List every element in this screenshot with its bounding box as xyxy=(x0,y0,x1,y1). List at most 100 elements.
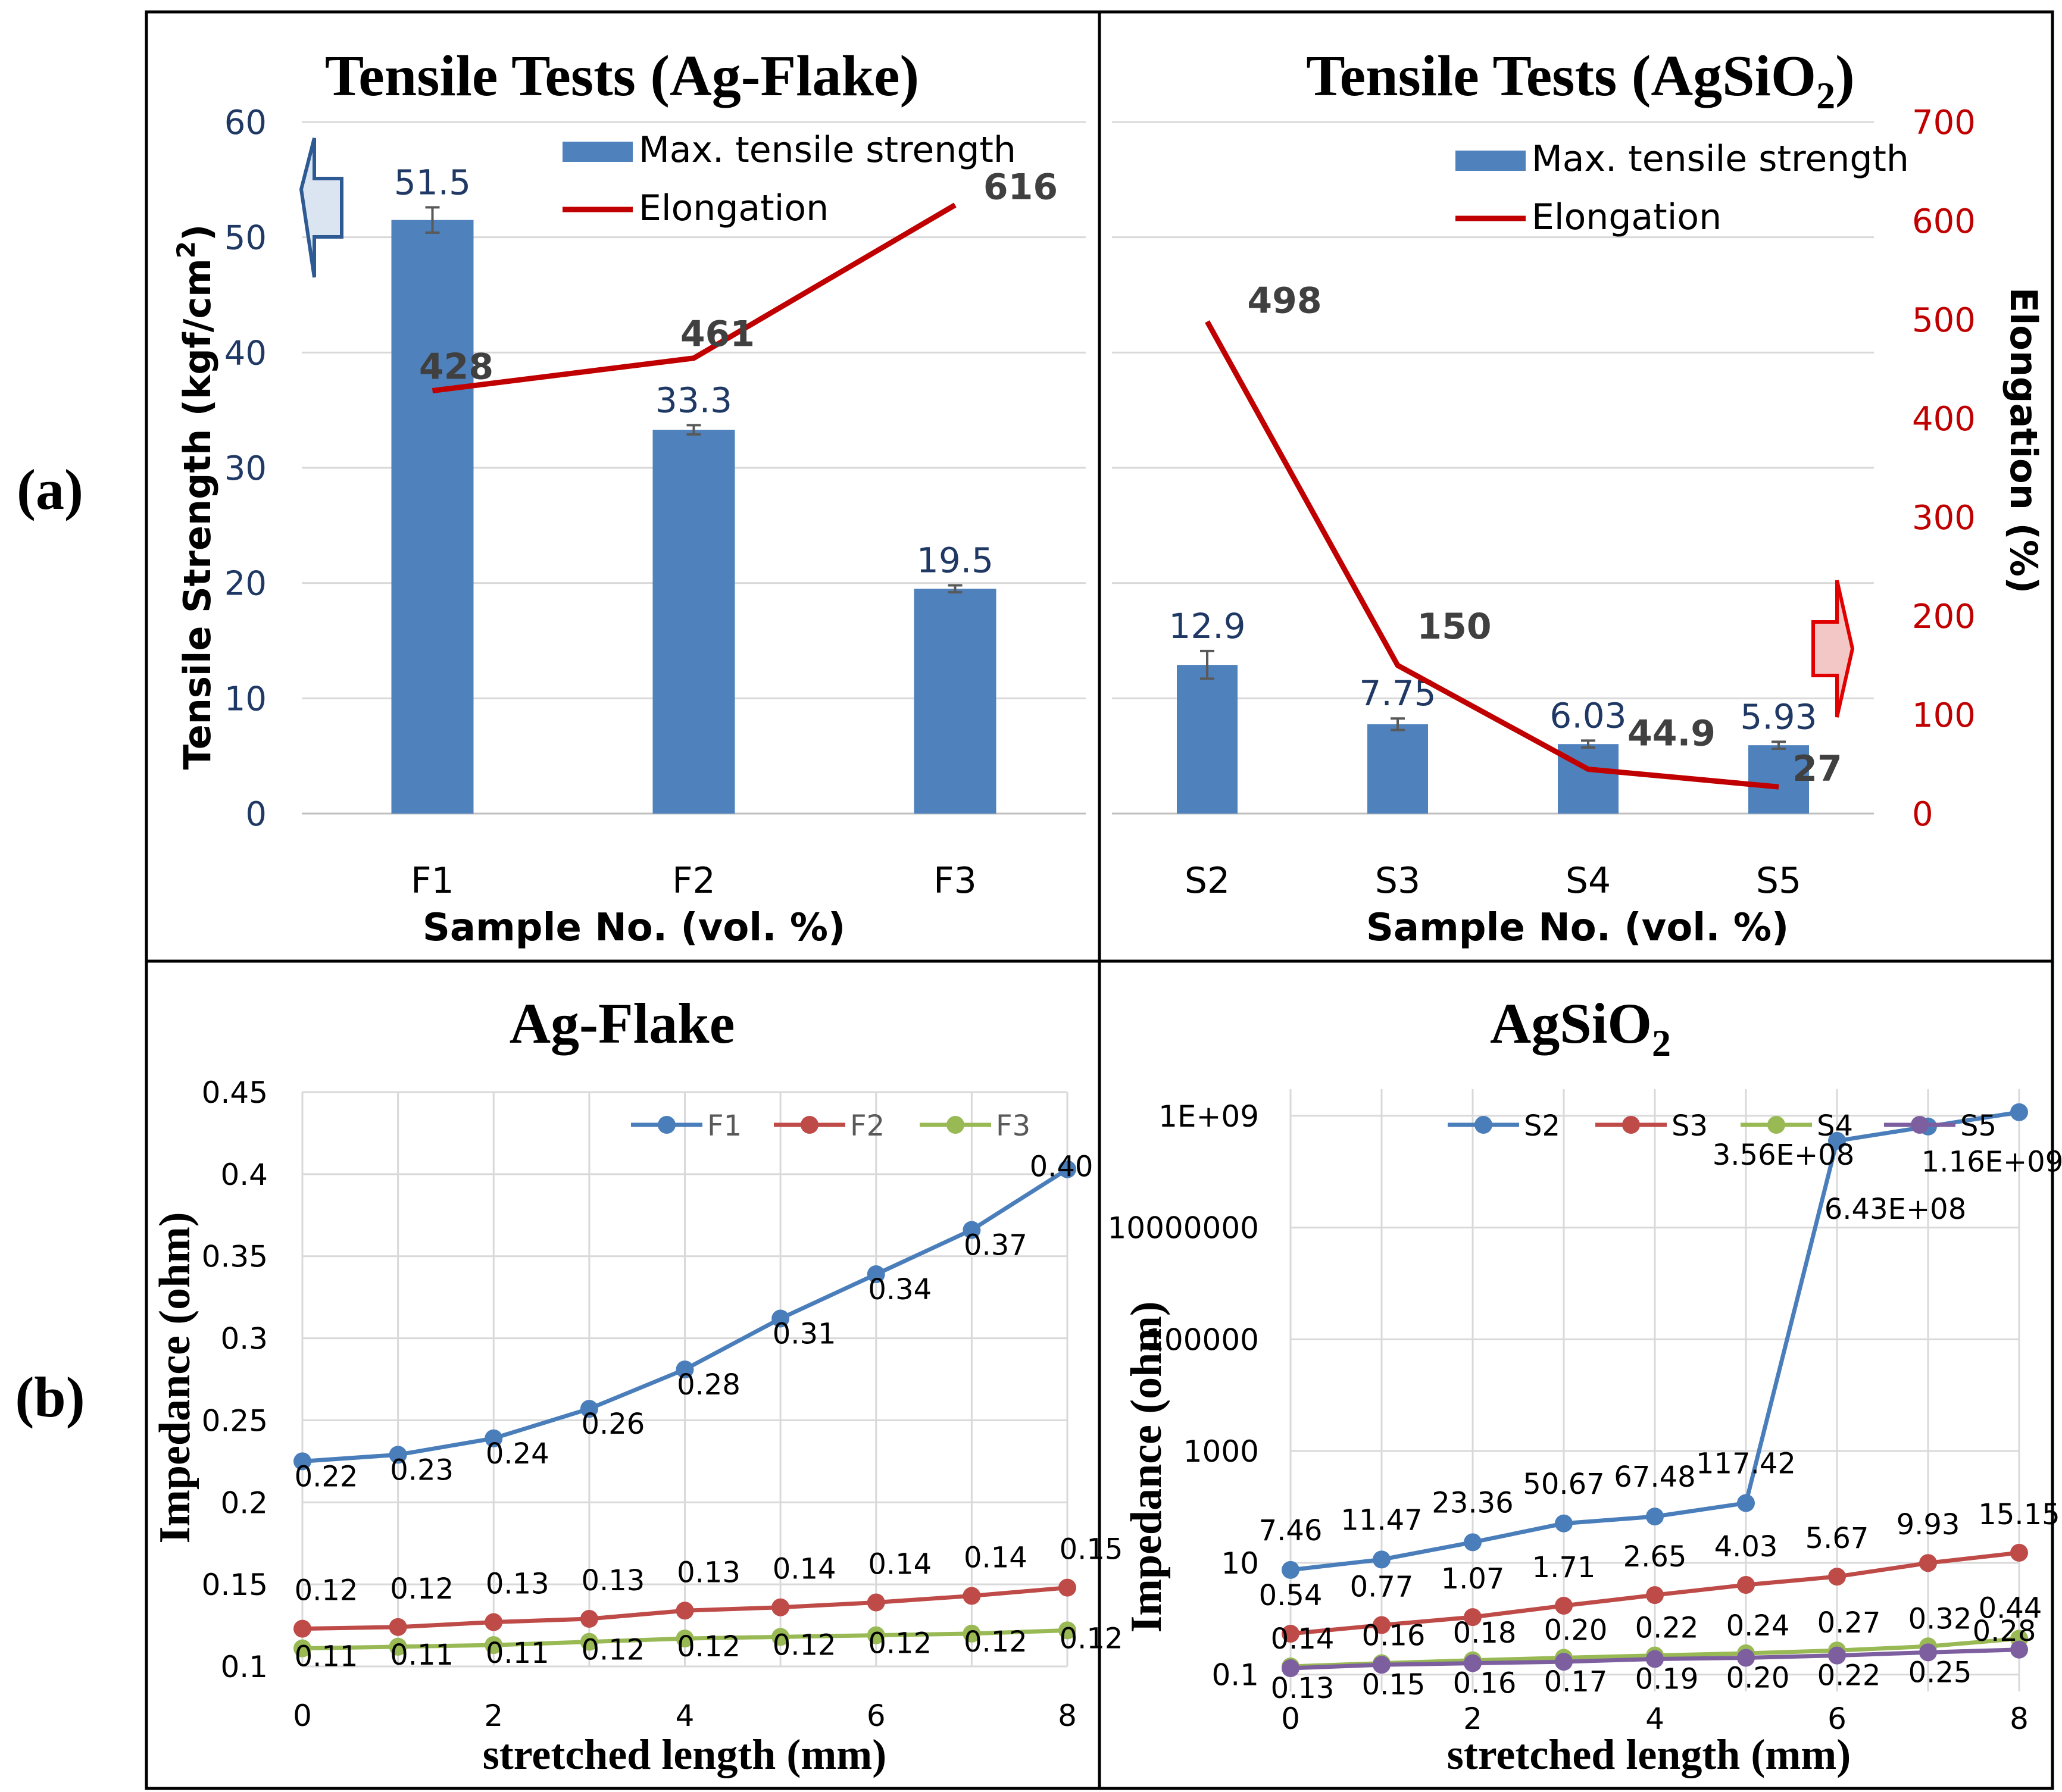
bars: 12.97.756.03 5.93 xyxy=(1169,606,1817,814)
y-tick-label: 200 xyxy=(1912,598,1976,636)
data-label: 0.13 xyxy=(486,1568,549,1601)
data-label: 0.20 xyxy=(1544,1613,1608,1647)
legend-label: S4 xyxy=(1817,1109,1853,1143)
y-tick-label: 0.1 xyxy=(220,1650,268,1684)
data-label: 7.46 xyxy=(1259,1514,1323,1547)
error-bar-F1 xyxy=(425,206,440,234)
series-F3: 0.11 0.11 0.11 0.12 0.12 0.12 0.12 0.12 0.12 xyxy=(293,1621,1123,1674)
series-F1: 0.22 0.23 0.24 0.26 0.28 0.31 0.34 0.37 0.40 xyxy=(293,1150,1094,1493)
y-tick-label: 60 xyxy=(224,104,267,142)
x-axis-title: stretched length (mm) xyxy=(483,1731,887,1778)
elongation-value-label: 461 xyxy=(680,314,755,355)
elongation-value-label: 428 xyxy=(419,346,493,388)
series-S3: 0.54 0.77 1.07 1.71 2.65 4.03 5.67 9.93 15.15 xyxy=(1259,1498,2060,1643)
data-point xyxy=(580,1400,598,1418)
data-point xyxy=(2010,1640,2028,1659)
legend-swatch-bar xyxy=(1455,151,1526,171)
y-tick-label: 0.3 xyxy=(220,1322,268,1356)
legend-swatch-bar xyxy=(563,142,633,162)
data-point xyxy=(1464,1608,1482,1627)
data-label: 0.17 xyxy=(1544,1665,1608,1699)
left-axis-arrow-icon xyxy=(299,137,343,278)
y-tick-label: 300 xyxy=(1912,499,1976,537)
x-tick-label: 0 xyxy=(1281,1702,1300,1736)
data-label: 0.37 xyxy=(964,1229,1027,1262)
data-label: 0.40 xyxy=(1030,1150,1094,1184)
data-label: 0.27 xyxy=(1817,1606,1881,1640)
bar-S4 xyxy=(1558,744,1619,814)
data-label: 0.12 xyxy=(677,1630,741,1663)
x-axis-title: Sample No. (vol. %) xyxy=(1366,906,1789,950)
data-label: 50.67 xyxy=(1523,1468,1604,1501)
data-point xyxy=(580,1632,598,1651)
data-label: 0.22 xyxy=(1635,1612,1699,1645)
data-point xyxy=(867,1626,885,1644)
data-point xyxy=(1828,1568,1846,1586)
data-point xyxy=(1737,1649,1755,1667)
data-point xyxy=(676,1630,694,1648)
data-label: 0.11 xyxy=(390,1638,454,1672)
elongation-value-label: 27 xyxy=(1792,748,1842,790)
legend-label: F2 xyxy=(850,1109,885,1143)
legend-swatch-marker xyxy=(946,1116,964,1134)
data-point xyxy=(1737,1494,1755,1512)
data-point xyxy=(2010,1103,2028,1121)
y-tick-label: 100000 xyxy=(1145,1322,1259,1357)
y-tick-label: 0.15 xyxy=(202,1568,268,1602)
data-label: 0.14 xyxy=(1271,1622,1335,1656)
y-tick-labels: 0.1 0.15 0.2 0.25 0.3 0.35 0.4 0.45 xyxy=(202,1075,268,1684)
bar-value-label: 6.03 xyxy=(1549,695,1626,736)
data-point xyxy=(1919,1554,1937,1572)
elongation-series-line xyxy=(432,202,957,393)
legend-label: F3 xyxy=(996,1109,1030,1143)
data-label: 0.22 xyxy=(1817,1659,1881,1693)
bar-F1 xyxy=(391,220,474,814)
x-tick-label: 2 xyxy=(1463,1702,1482,1736)
data-point xyxy=(485,1636,503,1655)
y-tick-label: 0.25 xyxy=(202,1403,268,1438)
data-point xyxy=(389,1446,407,1464)
series-S2: 7.46 11.47 23.36 50.67 67.48 117.42 3.56E+08 6.… xyxy=(1259,1103,2062,1579)
data-point xyxy=(293,1639,311,1657)
elongation-line: 428 461 616 xyxy=(419,166,1058,393)
y-tick-label: 600 xyxy=(1912,202,1976,241)
data-point xyxy=(293,1452,311,1471)
legend-label: S5 xyxy=(1960,1109,1997,1143)
data-label: 0.31 xyxy=(773,1317,836,1350)
x-tick-label: 6 xyxy=(1827,1702,1847,1736)
error-bar-S3 xyxy=(1391,717,1405,731)
elongation-value-label: 498 xyxy=(1247,280,1321,321)
data-label: 0.32 xyxy=(1908,1602,1972,1635)
data-point xyxy=(1646,1650,1664,1668)
data-label: 5.67 xyxy=(1805,1522,1869,1555)
data-label: 6.43E+08 xyxy=(1824,1193,1967,1226)
y-tick-label: 0 xyxy=(1912,795,1933,834)
data-point xyxy=(1373,1656,1391,1674)
data-point xyxy=(389,1637,407,1656)
bar-S5 xyxy=(1748,745,1809,814)
data-point xyxy=(676,1360,694,1378)
data-point xyxy=(1828,1131,1846,1150)
bar-value-label: 19.5 xyxy=(917,540,993,581)
legend-swatch-marker xyxy=(658,1116,676,1134)
y-tick-label: 0.1 xyxy=(1211,1658,1259,1693)
y2-axis-title: Elongation (%) xyxy=(2002,287,2045,594)
data-label: 0.12 xyxy=(1060,1622,1123,1655)
data-point xyxy=(867,1265,885,1284)
y-tick-label: 0.35 xyxy=(202,1240,268,1274)
x-tick-label: S3 xyxy=(1375,860,1420,902)
data-label: 0.24 xyxy=(486,1437,549,1471)
x-tick-labels: 0 2 4 6 8 xyxy=(293,1699,1077,1733)
data-label: 0.11 xyxy=(295,1640,358,1674)
chart-title-main: Tensile Tests (AgSiO xyxy=(1306,44,1816,108)
y-axis-title-main: Tensile Strength (kgf/cm xyxy=(176,258,219,770)
data-label: 0.18 xyxy=(1453,1616,1517,1650)
series-S5: 0.13 0.15 0.16 0.17 0.19 0.20 0.22 0.250.28 xyxy=(1271,1615,2036,1705)
data-label: 0.77 xyxy=(1350,1570,1414,1603)
bar-value-label: 12.9 xyxy=(1169,606,1245,646)
data-label: 4.03 xyxy=(1714,1530,1778,1563)
x-tick-label: 8 xyxy=(1058,1699,1077,1733)
y-tick-label: 100 xyxy=(1912,696,1976,735)
bar-F2 xyxy=(652,430,735,814)
